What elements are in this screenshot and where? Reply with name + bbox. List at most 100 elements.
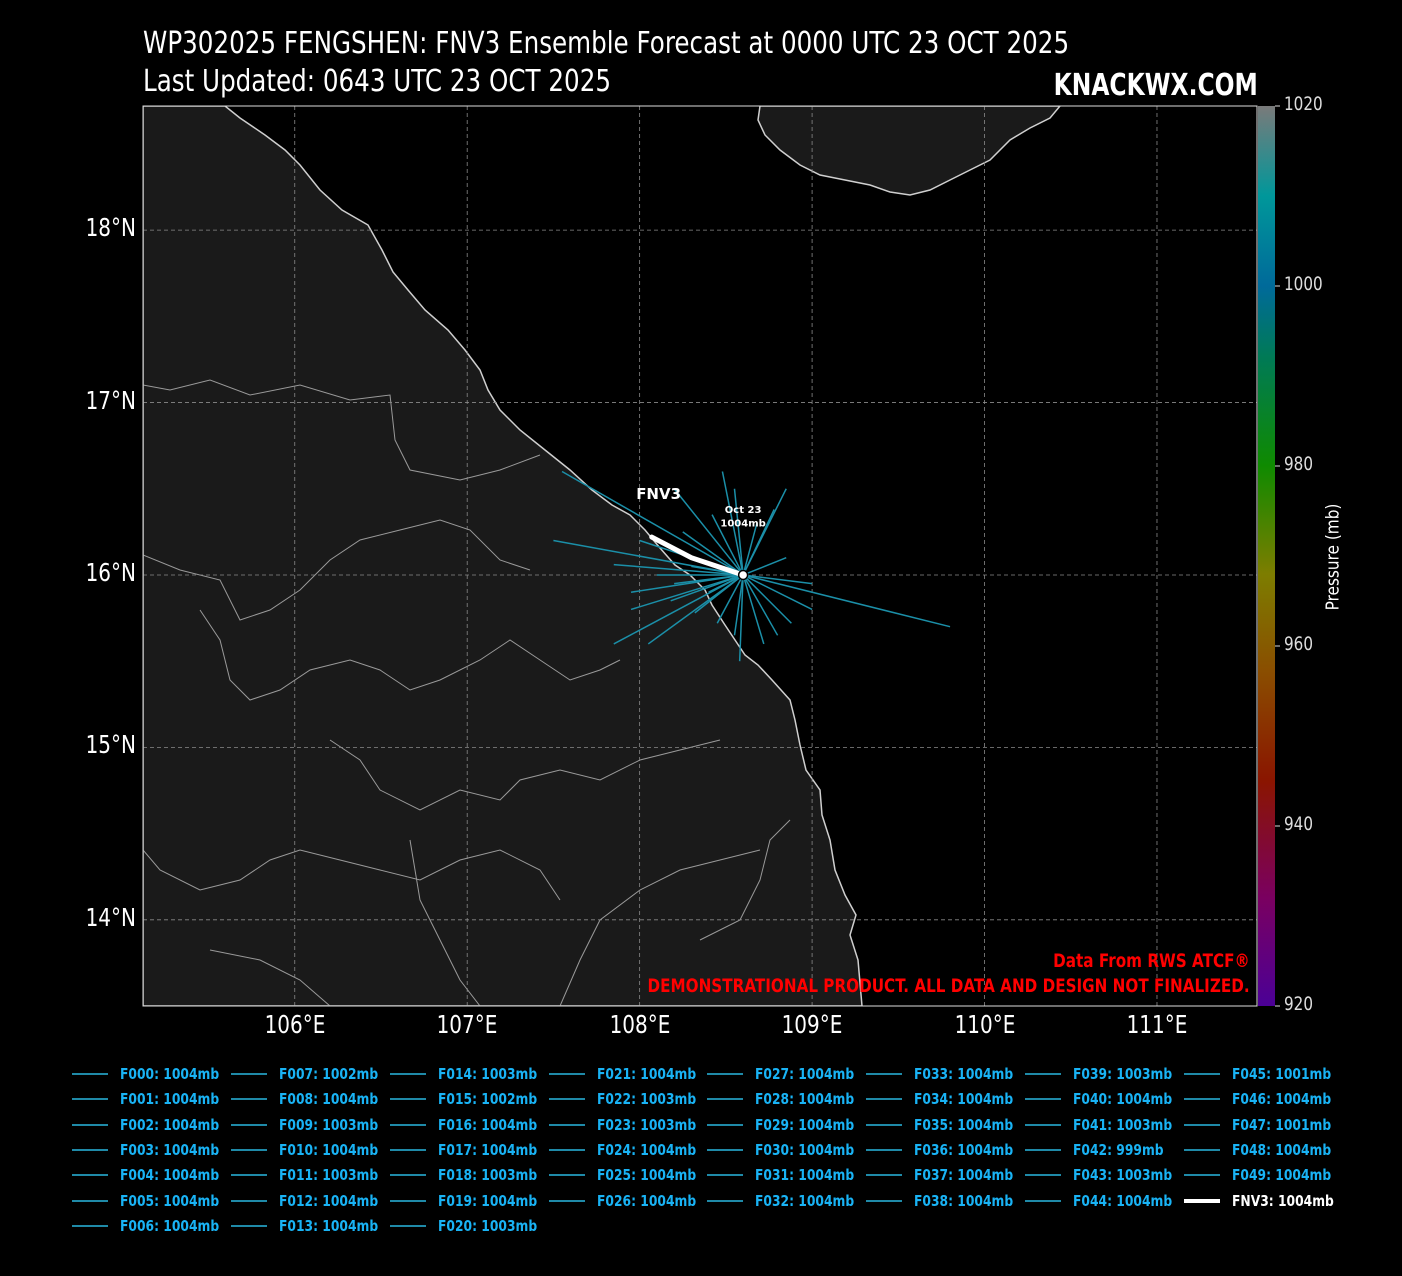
map-frame (142, 105, 1258, 1007)
ensemble-track (630, 574, 744, 593)
legend-label: F034: 1004mb (914, 1090, 1014, 1109)
legend-label: F016: 1004mb (438, 1115, 538, 1134)
disclaimer: DEMONSTRATIONAL PRODUCT. ALL DATA AND DE… (647, 975, 1250, 997)
lat-tick-label: 15°N (85, 730, 136, 760)
storm-position-marker (737, 569, 749, 581)
legend-label: F027: 1004mb (755, 1065, 855, 1083)
legend-swatch (1025, 1174, 1061, 1177)
legend-label: F026: 1004mb (597, 1191, 697, 1210)
legend-label: F014: 1003mb (438, 1065, 538, 1083)
legend-item: F007: 1002mb (231, 1064, 400, 1084)
legend-swatch (549, 1174, 585, 1177)
legend-label: F029: 1004mb (755, 1115, 855, 1134)
colorbar-tick-label: 920 (1284, 993, 1314, 1015)
legend-swatch (549, 1148, 585, 1151)
legend-item: F006: 1004mb (72, 1216, 241, 1236)
colorbar-tick-label: 940 (1284, 813, 1314, 835)
colorbar-tick-label: 1000 (1284, 273, 1323, 295)
legend-item: F027: 1004mb (707, 1064, 876, 1084)
ensemble-track (673, 488, 744, 576)
colorbar-tick-label: 960 (1284, 633, 1314, 655)
legend-swatch (231, 1224, 267, 1227)
lon-tick-label: 110°E (954, 1010, 1015, 1039)
legend-swatch (549, 1098, 585, 1101)
ensemble-tracks (553, 470, 951, 662)
legend-label: F037: 1004mb (914, 1166, 1014, 1185)
ensemble-track (716, 574, 744, 624)
legend-item: F041: 1003mb (1025, 1115, 1194, 1135)
ensemble-track (742, 574, 779, 636)
legend-label: F019: 1004mb (438, 1191, 538, 1210)
legend-label: F025: 1004mb (597, 1166, 697, 1185)
legend-label: F002: 1004mb (120, 1115, 220, 1134)
legend-swatch (866, 1148, 902, 1151)
legend-item: F037: 1004mb (866, 1165, 1035, 1185)
point-label-pressure: 1004mb (720, 519, 765, 530)
ensemble-track (733, 574, 744, 636)
ensemble-track (742, 574, 951, 628)
legend-swatch (231, 1174, 267, 1177)
pressure-colorbar (1258, 106, 1275, 1006)
lon-tick-label: 111°E (1126, 1010, 1188, 1039)
legend-label: F012: 1004mb (279, 1191, 379, 1210)
colorbar-ticks (1275, 105, 1280, 1007)
chart-title: WP302025 FENGSHEN: FNV3 Ensemble Forecas… (143, 26, 1070, 61)
ensemble-track (561, 470, 744, 576)
legend-label: F041: 1003mb (1073, 1115, 1173, 1134)
legend-label: F015: 1002mb (438, 1090, 538, 1109)
legend-swatch (866, 1098, 902, 1101)
legend-item: F049: 1004mb (1184, 1165, 1353, 1185)
legend-item: F017: 1004mb (390, 1140, 559, 1160)
legend-label: F038: 1004mb (914, 1191, 1014, 1210)
legend-label: F033: 1004mb (914, 1065, 1014, 1083)
ensemble-track (743, 574, 813, 585)
legend-item: F001: 1004mb (72, 1089, 241, 1109)
legend-label: F008: 1004mb (279, 1090, 379, 1109)
legend-label: F007: 1002mb (279, 1065, 379, 1083)
legend-label: F013: 1004mb (279, 1216, 379, 1235)
fnv3-track (649, 534, 746, 578)
legend-item: F002: 1004mb (72, 1115, 241, 1135)
legend-label: F040: 1004mb (1073, 1090, 1173, 1109)
legend-swatch (72, 1199, 108, 1202)
legend-swatch (1025, 1199, 1061, 1202)
colorbar-tick-label: 980 (1284, 453, 1314, 475)
lon-tick-label: 107°E (436, 1010, 498, 1039)
legend-label: F036: 1004mb (914, 1140, 1014, 1159)
model-label: FNV3 (636, 485, 681, 503)
lat-tick-label: 18°N (85, 213, 136, 243)
legend-item: F023: 1003mb (549, 1115, 718, 1135)
legend-swatch (390, 1199, 426, 1202)
legend-item: F036: 1004mb (866, 1140, 1035, 1160)
legend-swatch (390, 1148, 426, 1151)
legend-swatch (866, 1174, 902, 1177)
legend-swatch (549, 1199, 585, 1202)
legend-item: F010: 1004mb (231, 1140, 400, 1160)
legend-swatch (866, 1123, 902, 1126)
ensemble-track (742, 523, 758, 576)
legend-label: F048: 1004mb (1232, 1140, 1332, 1159)
legend-item: F019: 1004mb (390, 1191, 559, 1211)
ensemble-track (733, 488, 744, 576)
legend-label: F020: 1003mb (438, 1216, 538, 1235)
legend-swatch (231, 1073, 267, 1075)
legend-label: F018: 1003mb (438, 1166, 538, 1185)
brand-logo-text: KNACKWX.COM (1053, 68, 1258, 103)
legend-item: F034: 1004mb (866, 1089, 1035, 1109)
legend-swatch (1184, 1198, 1220, 1203)
legend-swatch (72, 1123, 108, 1126)
ensemble-track (742, 574, 765, 645)
legend-item: F004: 1004mb (72, 1165, 241, 1185)
legend-item: F043: 1003mb (1025, 1165, 1194, 1185)
legend-label: F028: 1004mb (755, 1090, 855, 1109)
legend-item: F021: 1004mb (549, 1064, 718, 1084)
ensemble-track (711, 514, 744, 576)
legend-item: F013: 1004mb (231, 1216, 400, 1236)
legend-label: F032: 1004mb (755, 1191, 855, 1210)
legend-swatch (390, 1123, 426, 1126)
ensemble-track (613, 563, 744, 576)
legend-label: F046: 1004mb (1232, 1090, 1332, 1109)
lon-tick-label: 108°E (609, 1010, 671, 1039)
legend-swatch (390, 1098, 426, 1101)
lat-tick-label: 14°N (85, 902, 136, 932)
